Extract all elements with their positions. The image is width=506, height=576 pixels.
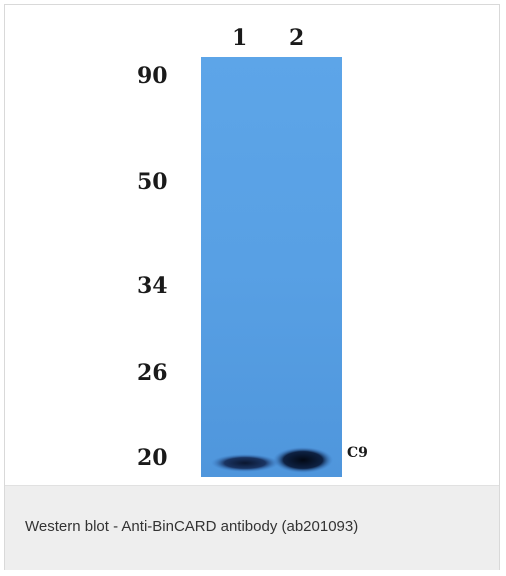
band-lane-1 xyxy=(211,454,279,472)
marker-20: 20 xyxy=(137,445,168,471)
marker-26: 26 xyxy=(137,360,168,386)
band-label-c9: C9 xyxy=(347,445,368,461)
lane-label-2: 2 xyxy=(289,25,305,51)
western-blot-figure[interactable]: 1 2 90 50 34 26 20 xyxy=(5,5,499,485)
marker-34: 34 xyxy=(137,273,168,299)
marker-50: 50 xyxy=(137,169,168,195)
lane-label-1: 1 xyxy=(232,25,248,51)
marker-90: 90 xyxy=(137,63,168,89)
image-card: 1 2 90 50 34 26 20 xyxy=(4,4,500,570)
blot-membrane xyxy=(201,57,342,477)
caption-bar: Western blot - Anti-BinCARD antibody (ab… xyxy=(5,485,499,570)
band-lane-2 xyxy=(273,447,333,473)
figure-caption: Western blot - Anti-BinCARD antibody (ab… xyxy=(25,518,359,535)
